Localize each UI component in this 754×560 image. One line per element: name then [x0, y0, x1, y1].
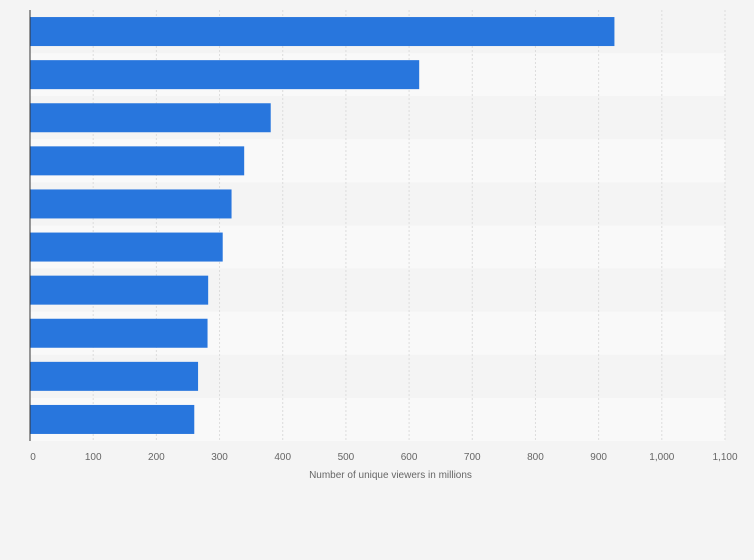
bar: [30, 146, 245, 176]
x-tick-label: 0: [30, 452, 36, 463]
bar: [30, 318, 208, 348]
bar: [30, 404, 195, 434]
bar: [30, 361, 199, 391]
x-tick-label: 400: [274, 452, 291, 463]
x-tick-label: 900: [590, 452, 607, 463]
x-tick-label: 100: [85, 452, 102, 463]
x-tick-label: 1,000: [649, 452, 674, 463]
bar: [30, 60, 420, 90]
x-tick-label: 500: [338, 452, 355, 463]
bar: [30, 17, 615, 47]
bars: [30, 17, 615, 434]
bar: [30, 275, 209, 305]
bar: [30, 232, 223, 262]
x-tick-label: 600: [401, 452, 418, 463]
x-tick-label: 700: [464, 452, 481, 463]
x-tick-label: 1,100: [712, 452, 737, 463]
x-axis-title: Number of unique viewers in millions: [309, 470, 472, 481]
bar: [30, 189, 232, 219]
bar: [30, 103, 271, 133]
x-tick-label: 800: [527, 452, 544, 463]
x-tick-label: 200: [148, 452, 165, 463]
x-axis-ticks: 0 100 200 300 400 500 600 700 800 900 1,000 1,100: [30, 452, 738, 463]
x-tick-label: 300: [211, 452, 228, 463]
